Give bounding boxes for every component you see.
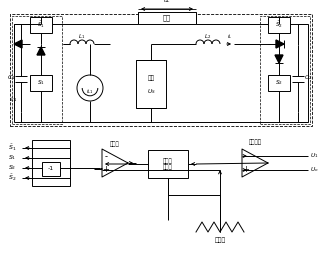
Bar [42,162,60,176]
Text: 比较放大: 比较放大 [249,139,261,145]
Text: -: - [105,152,108,162]
Text: $S_1$: $S_1$ [8,154,16,162]
Polygon shape [37,47,45,55]
Text: $S_1$: $S_1$ [37,79,45,87]
Text: $\bar{S}_2$: $\bar{S}_2$ [275,20,283,30]
Bar [10,14,312,126]
Bar [138,12,196,24]
Text: $i_{C1}$: $i_{C1}$ [9,96,17,105]
Bar [30,75,52,91]
Text: $U_1$: $U_1$ [310,151,318,161]
Bar [268,75,290,91]
Text: $L_1$: $L_1$ [79,32,86,42]
Polygon shape [275,55,283,63]
Text: 正弦波
发生器: 正弦波 发生器 [163,158,173,170]
Text: $\bar{S}_1$: $\bar{S}_1$ [37,20,45,30]
Text: $i_L$: $i_L$ [227,32,233,42]
Bar [12,16,62,124]
Text: -1: -1 [48,166,54,172]
Text: 负载: 负载 [163,15,171,21]
Text: $U_o$: $U_o$ [310,166,319,174]
Bar [136,60,166,108]
Text: $U_S$: $U_S$ [147,87,156,96]
Polygon shape [102,149,128,177]
Bar [148,150,188,178]
Polygon shape [242,149,268,177]
Text: $S_2$: $S_2$ [8,163,16,172]
Text: -: - [244,152,248,162]
Polygon shape [14,40,22,48]
Bar [260,16,310,124]
Text: +: + [242,165,250,173]
Text: $\bar{S}_1$: $\bar{S}_1$ [8,143,16,153]
Polygon shape [276,40,284,48]
Bar [32,140,70,186]
Text: $L_2$: $L_2$ [204,32,212,42]
Text: 比较器: 比较器 [110,141,120,147]
Text: +: + [103,165,109,173]
Text: $i_{L1}$: $i_{L1}$ [86,88,94,96]
Text: 三角波: 三角波 [214,237,226,243]
Bar [268,17,290,33]
Text: 电源: 电源 [147,76,155,81]
Text: $S_2$: $S_2$ [275,79,283,87]
Text: $\bar{S}_2$: $\bar{S}_2$ [8,173,16,183]
Text: $u_L$: $u_L$ [163,0,171,5]
Text: $C_1$: $C_1$ [7,73,15,83]
Text: $C_2$: $C_2$ [304,73,312,83]
Bar [30,17,52,33]
